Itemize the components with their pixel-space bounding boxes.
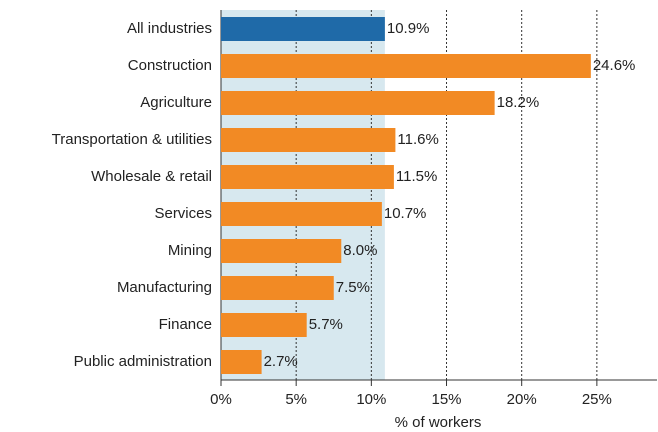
value-label: 10.7% <box>384 205 427 222</box>
y-tick-label: Construction <box>128 57 212 74</box>
bar <box>221 165 394 189</box>
x-tick-label: 20% <box>507 391 537 408</box>
value-label: 18.2% <box>497 94 540 111</box>
value-label: 7.5% <box>336 279 370 296</box>
x-axis-title: % of workers <box>395 414 482 431</box>
value-label: 5.7% <box>309 316 343 333</box>
y-tick-label: Finance <box>159 316 212 333</box>
value-label: 11.6% <box>397 131 438 148</box>
value-label: 2.7% <box>264 353 298 370</box>
y-tick-label: Wholesale & retail <box>91 168 212 185</box>
y-tick-label: All industries <box>127 20 212 37</box>
x-tick-label: 25% <box>582 391 612 408</box>
x-tick-label: 5% <box>285 391 307 408</box>
value-label: 10.9% <box>387 20 430 37</box>
x-tick-label: 0% <box>210 391 232 408</box>
bar <box>221 313 307 337</box>
value-label: 8.0% <box>343 242 377 259</box>
y-tick-label: Public administration <box>74 353 212 370</box>
bar <box>221 276 334 300</box>
value-label: 24.6% <box>593 57 636 74</box>
y-tick-label: Manufacturing <box>117 279 212 296</box>
bar <box>221 350 262 374</box>
y-tick-label: Services <box>154 205 212 222</box>
bar <box>221 239 342 263</box>
x-tick-label: 10% <box>356 391 386 408</box>
bar <box>221 17 385 41</box>
bar <box>221 128 396 152</box>
bar <box>221 202 382 226</box>
bar <box>221 91 495 115</box>
y-tick-label: Transportation & utilities <box>52 131 212 148</box>
y-tick-label: Mining <box>168 242 212 259</box>
y-tick-label: Agriculture <box>140 94 212 111</box>
value-label: 11.5% <box>396 168 437 185</box>
bar <box>221 54 591 78</box>
x-tick-label: 15% <box>432 391 462 408</box>
